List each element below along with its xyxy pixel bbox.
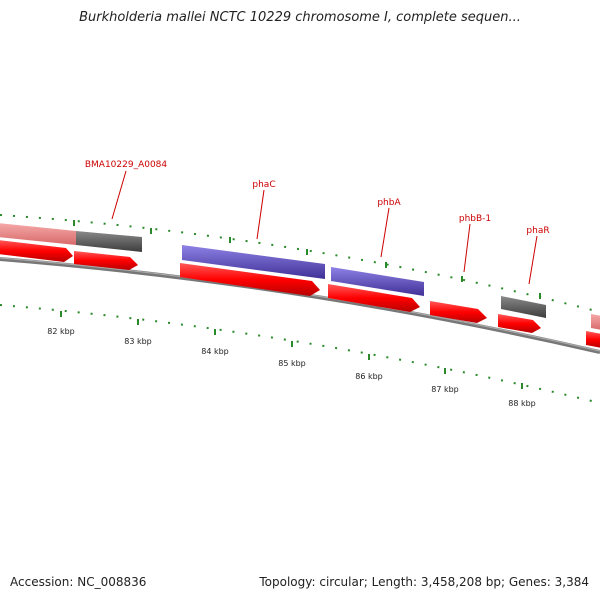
map-title: Burkholderia mallei NCTC 10229 chromosom… (79, 10, 521, 25)
leader-line (380, 207, 390, 258)
scale-tick-label: 88 kbp (508, 399, 536, 408)
gene-label-phbb1[interactable]: phbB-1 (459, 214, 491, 224)
feature-pseudo-right[interactable] (591, 314, 600, 330)
leader-line (111, 170, 127, 220)
feature-grey-phar[interactable] (501, 296, 546, 318)
scale-tick-label: 84 kbp (201, 347, 229, 356)
scale-tick-label: 82 kbp (47, 327, 75, 336)
leader-line (463, 223, 471, 273)
cds-arrow-phar[interactable] (498, 314, 541, 333)
cds-arrow[interactable] (0, 240, 73, 262)
cds-arrow[interactable] (74, 251, 138, 270)
gene-label-bma10229-a0084[interactable]: BMA10229_A0084 (85, 160, 168, 170)
accession-label: Accession: NC_008836 (10, 575, 147, 589)
feature-pseudo[interactable] (0, 223, 76, 245)
cds-arrow-phac[interactable] (180, 263, 320, 296)
gene-label-phba[interactable]: phbA (377, 198, 401, 208)
cds-arrow-phba[interactable] (328, 284, 420, 312)
leader-line (528, 235, 538, 285)
scale-tick-label: 83 kbp (124, 337, 152, 346)
leader-line (256, 189, 265, 240)
scale-tick-label: 86 kbp (355, 372, 383, 381)
upper-ticks (73, 220, 541, 299)
feature-blue-phac[interactable] (182, 245, 325, 279)
feature-blue-phba[interactable] (331, 267, 424, 296)
cds-arrow-phbb1[interactable] (430, 301, 487, 323)
topology-stats: Topology: circular; Length: 3,458,208 bp… (259, 575, 589, 589)
cds-arrow-right[interactable] (586, 331, 600, 348)
scale-tick-label: 85 kbp (278, 359, 306, 368)
scale-tick-label: 87 kbp (431, 385, 459, 394)
feature-grey[interactable] (76, 231, 142, 252)
gene-label-phac[interactable]: phaC (252, 180, 275, 190)
gene-label-phar[interactable]: phaR (526, 226, 549, 236)
inner-ticks (60, 311, 523, 389)
